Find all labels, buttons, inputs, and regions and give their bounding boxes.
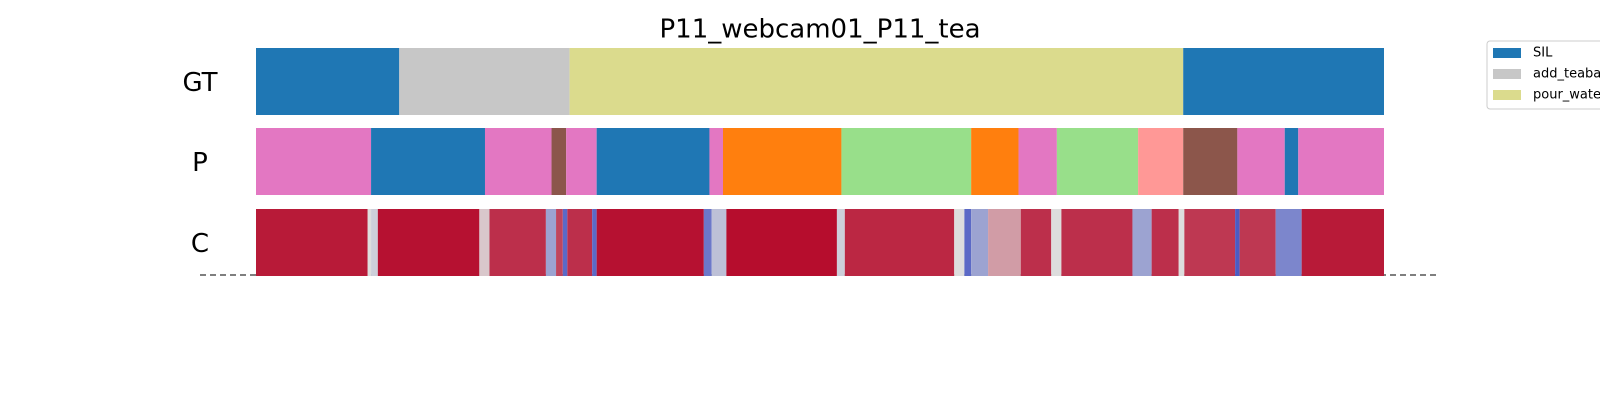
confidence-strip xyxy=(567,209,593,276)
confidence-strip xyxy=(1239,209,1276,276)
confidence-strip xyxy=(711,209,727,276)
segment xyxy=(256,128,372,195)
segment xyxy=(971,128,1019,195)
confidence-strip xyxy=(844,209,955,276)
segment xyxy=(256,48,400,115)
confidence-strip xyxy=(726,209,837,276)
segment xyxy=(1237,128,1285,195)
confidence-strip xyxy=(1178,209,1185,276)
confidence-strip xyxy=(367,209,372,276)
confidence-strip xyxy=(562,209,568,276)
confidence-strip xyxy=(1184,209,1236,276)
chart-title: P11_webcam01_P11_tea xyxy=(659,15,980,45)
segment xyxy=(1018,128,1057,195)
row-label: C xyxy=(191,229,209,259)
row-label: GT xyxy=(182,68,217,98)
segment xyxy=(1183,48,1384,115)
segment xyxy=(1183,128,1238,195)
segment xyxy=(551,128,567,195)
confidence-strip xyxy=(964,209,972,276)
legend-swatch xyxy=(1493,69,1521,79)
confidence-strip xyxy=(556,209,563,276)
segment xyxy=(569,48,1184,115)
confidence-strip xyxy=(256,209,368,276)
segment xyxy=(484,128,552,195)
confidence-strip xyxy=(971,209,989,276)
confidence-strip xyxy=(489,209,546,276)
confidence-strip xyxy=(703,209,712,276)
confidence-strip xyxy=(1151,209,1179,276)
confidence-strip xyxy=(545,209,557,276)
confidence-strip xyxy=(988,209,1021,276)
confidence-strip xyxy=(1301,209,1384,276)
confidence-strip xyxy=(1132,209,1152,276)
confidence-strip xyxy=(1275,209,1302,276)
confidence-strip xyxy=(371,209,378,276)
segment xyxy=(1284,128,1299,195)
segment xyxy=(399,48,570,115)
confidence-strip xyxy=(479,209,490,276)
confidence-strip xyxy=(1235,209,1240,276)
segment xyxy=(841,128,972,195)
segment xyxy=(596,128,710,195)
segment xyxy=(1138,128,1184,195)
legend-label: pour_water xyxy=(1533,88,1600,103)
segment xyxy=(566,128,597,195)
segment xyxy=(371,128,485,195)
confidence-strip xyxy=(836,209,845,276)
legend-swatch xyxy=(1493,48,1521,58)
confidence-strip xyxy=(377,209,480,276)
confidence-strip xyxy=(1051,209,1062,276)
legend-label: SIL xyxy=(1533,46,1553,61)
confidence-strip xyxy=(954,209,965,276)
segment xyxy=(1056,128,1139,195)
segment xyxy=(722,128,842,195)
segment xyxy=(709,128,723,195)
confidence-strip xyxy=(1061,209,1133,276)
segment xyxy=(1298,128,1384,195)
confidence-strip xyxy=(596,209,704,276)
row-label: P xyxy=(192,148,208,178)
legend-swatch xyxy=(1493,90,1521,100)
confidence-strip xyxy=(1020,209,1052,276)
confidence-strip xyxy=(592,209,597,276)
legend-label: add_teabag xyxy=(1533,67,1600,82)
